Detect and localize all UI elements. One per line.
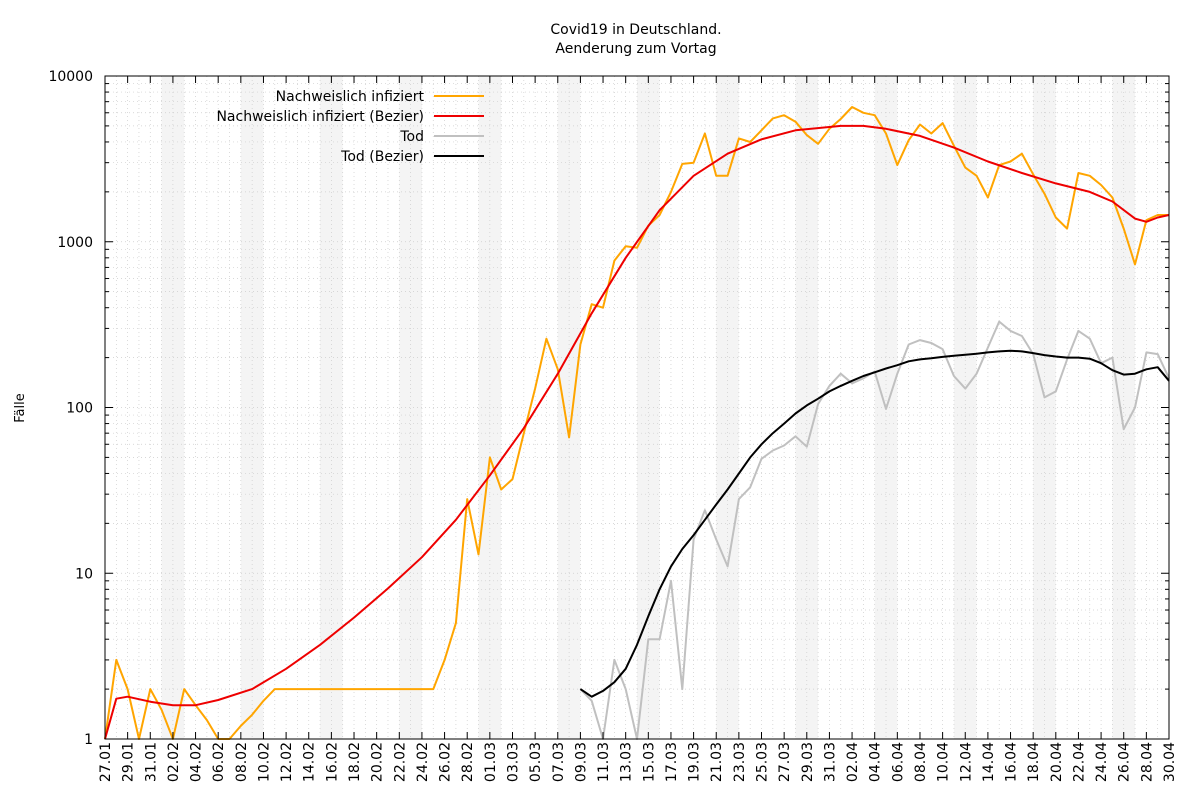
x-tick-label: 23.03	[732, 742, 748, 782]
x-tick-label: 13.03	[619, 742, 635, 782]
x-tick-label: 04.02	[189, 742, 205, 782]
x-tick-label: 26.04	[1117, 742, 1133, 782]
x-tick-label: 31.01	[143, 742, 159, 782]
x-tick-label: 19.03	[687, 742, 703, 782]
x-tick-label: 31.03	[822, 742, 838, 782]
y-tick-label: 1	[84, 732, 93, 748]
x-tick-label: 05.03	[528, 742, 544, 782]
x-tick-label: 15.03	[641, 742, 657, 782]
x-tick-label: 24.02	[415, 742, 431, 782]
weekend-band	[795, 76, 819, 739]
legend-label: Tod (Bezier)	[340, 149, 424, 165]
x-tick-label: 07.03	[551, 742, 567, 782]
y-tick-label: 10	[75, 566, 93, 582]
legend-label: Nachweislich infiziert (Bezier)	[216, 109, 424, 125]
x-tick-label: 16.02	[324, 742, 340, 782]
x-tick-label: 28.04	[1139, 742, 1155, 782]
weekend-band	[161, 76, 185, 739]
x-tick-label: 29.03	[800, 742, 816, 782]
x-tick-label: 10.02	[256, 742, 272, 782]
legend-label: Nachweislich infiziert	[276, 89, 425, 105]
legend: Nachweislich infiziert Nachweislich infiz…	[216, 89, 484, 165]
x-tick-label: 02.04	[845, 742, 861, 782]
series-line-nachweislich-infiziert	[104, 106, 1169, 740]
x-tick-label: 26.02	[438, 742, 454, 782]
grid	[105, 76, 1169, 739]
x-tick-label: 03.03	[505, 742, 521, 782]
x-tick-label: 17.03	[664, 742, 680, 782]
x-tick-label: 16.04	[1004, 742, 1020, 782]
x-tick-label: 06.02	[211, 742, 227, 782]
x-tick-label: 08.02	[234, 742, 250, 782]
series-line-nachweislich-infiziert-bezier	[104, 124, 1170, 740]
x-axis: 27.01 29.01 31.01 02.02 04.02 06.02 08.02 10.02…	[98, 76, 1178, 782]
weekend-band	[240, 76, 264, 739]
x-tick-label: 24.04	[1094, 742, 1110, 782]
x-tick-label: 09.03	[573, 742, 589, 782]
weekend-band	[1112, 76, 1136, 739]
x-tick-label: 10.04	[936, 742, 952, 782]
y-tick-label: 100	[66, 401, 93, 417]
x-tick-label: 30.04	[1162, 742, 1178, 782]
x-tick-label: 25.03	[755, 742, 771, 782]
x-tick-label: 27.01	[98, 742, 114, 782]
x-tick-label: 14.02	[302, 742, 318, 782]
legend-label: Tod	[399, 129, 424, 145]
weekend-band	[320, 76, 343, 739]
x-tick-label: 08.04	[913, 742, 929, 782]
series-line-tod-bezier	[579, 349, 1170, 698]
x-tick-label: 12.04	[958, 742, 974, 782]
x-tick-label: 18.04	[1026, 742, 1042, 782]
x-tick-label: 28.02	[460, 742, 476, 782]
y-tick-label: 10000	[48, 69, 93, 85]
x-tick-label: 02.02	[166, 742, 182, 782]
x-tick-label: 22.04	[1071, 742, 1087, 782]
y-axis-label: Fälle	[13, 393, 28, 422]
series-lines	[104, 106, 1170, 740]
x-tick-label: 18.02	[347, 742, 363, 782]
x-tick-label: 01.03	[483, 742, 499, 782]
x-tick-label: 27.03	[777, 742, 793, 782]
x-tick-label: 11.03	[596, 742, 612, 782]
x-tick-label: 29.01	[121, 742, 137, 782]
x-tick-label: 12.02	[279, 742, 295, 782]
x-tick-label: 14.04	[981, 742, 997, 782]
chart-subtitle: Aenderung zum Vortag	[555, 41, 716, 57]
x-tick-label: 06.04	[890, 742, 906, 782]
chart-title: Covid19 in Deutschland.	[550, 22, 721, 38]
weekend-band	[1033, 76, 1056, 739]
weekend-band	[399, 76, 422, 739]
x-tick-label: 04.04	[868, 742, 884, 782]
y-tick-label: 1000	[57, 235, 93, 251]
x-tick-label: 21.03	[709, 742, 725, 782]
x-tick-label: 22.02	[392, 742, 408, 782]
x-tick-label: 20.02	[370, 742, 386, 782]
y-axis: 1 10 100 1000 10000	[48, 69, 1169, 748]
x-tick-label: 20.04	[1049, 742, 1065, 782]
